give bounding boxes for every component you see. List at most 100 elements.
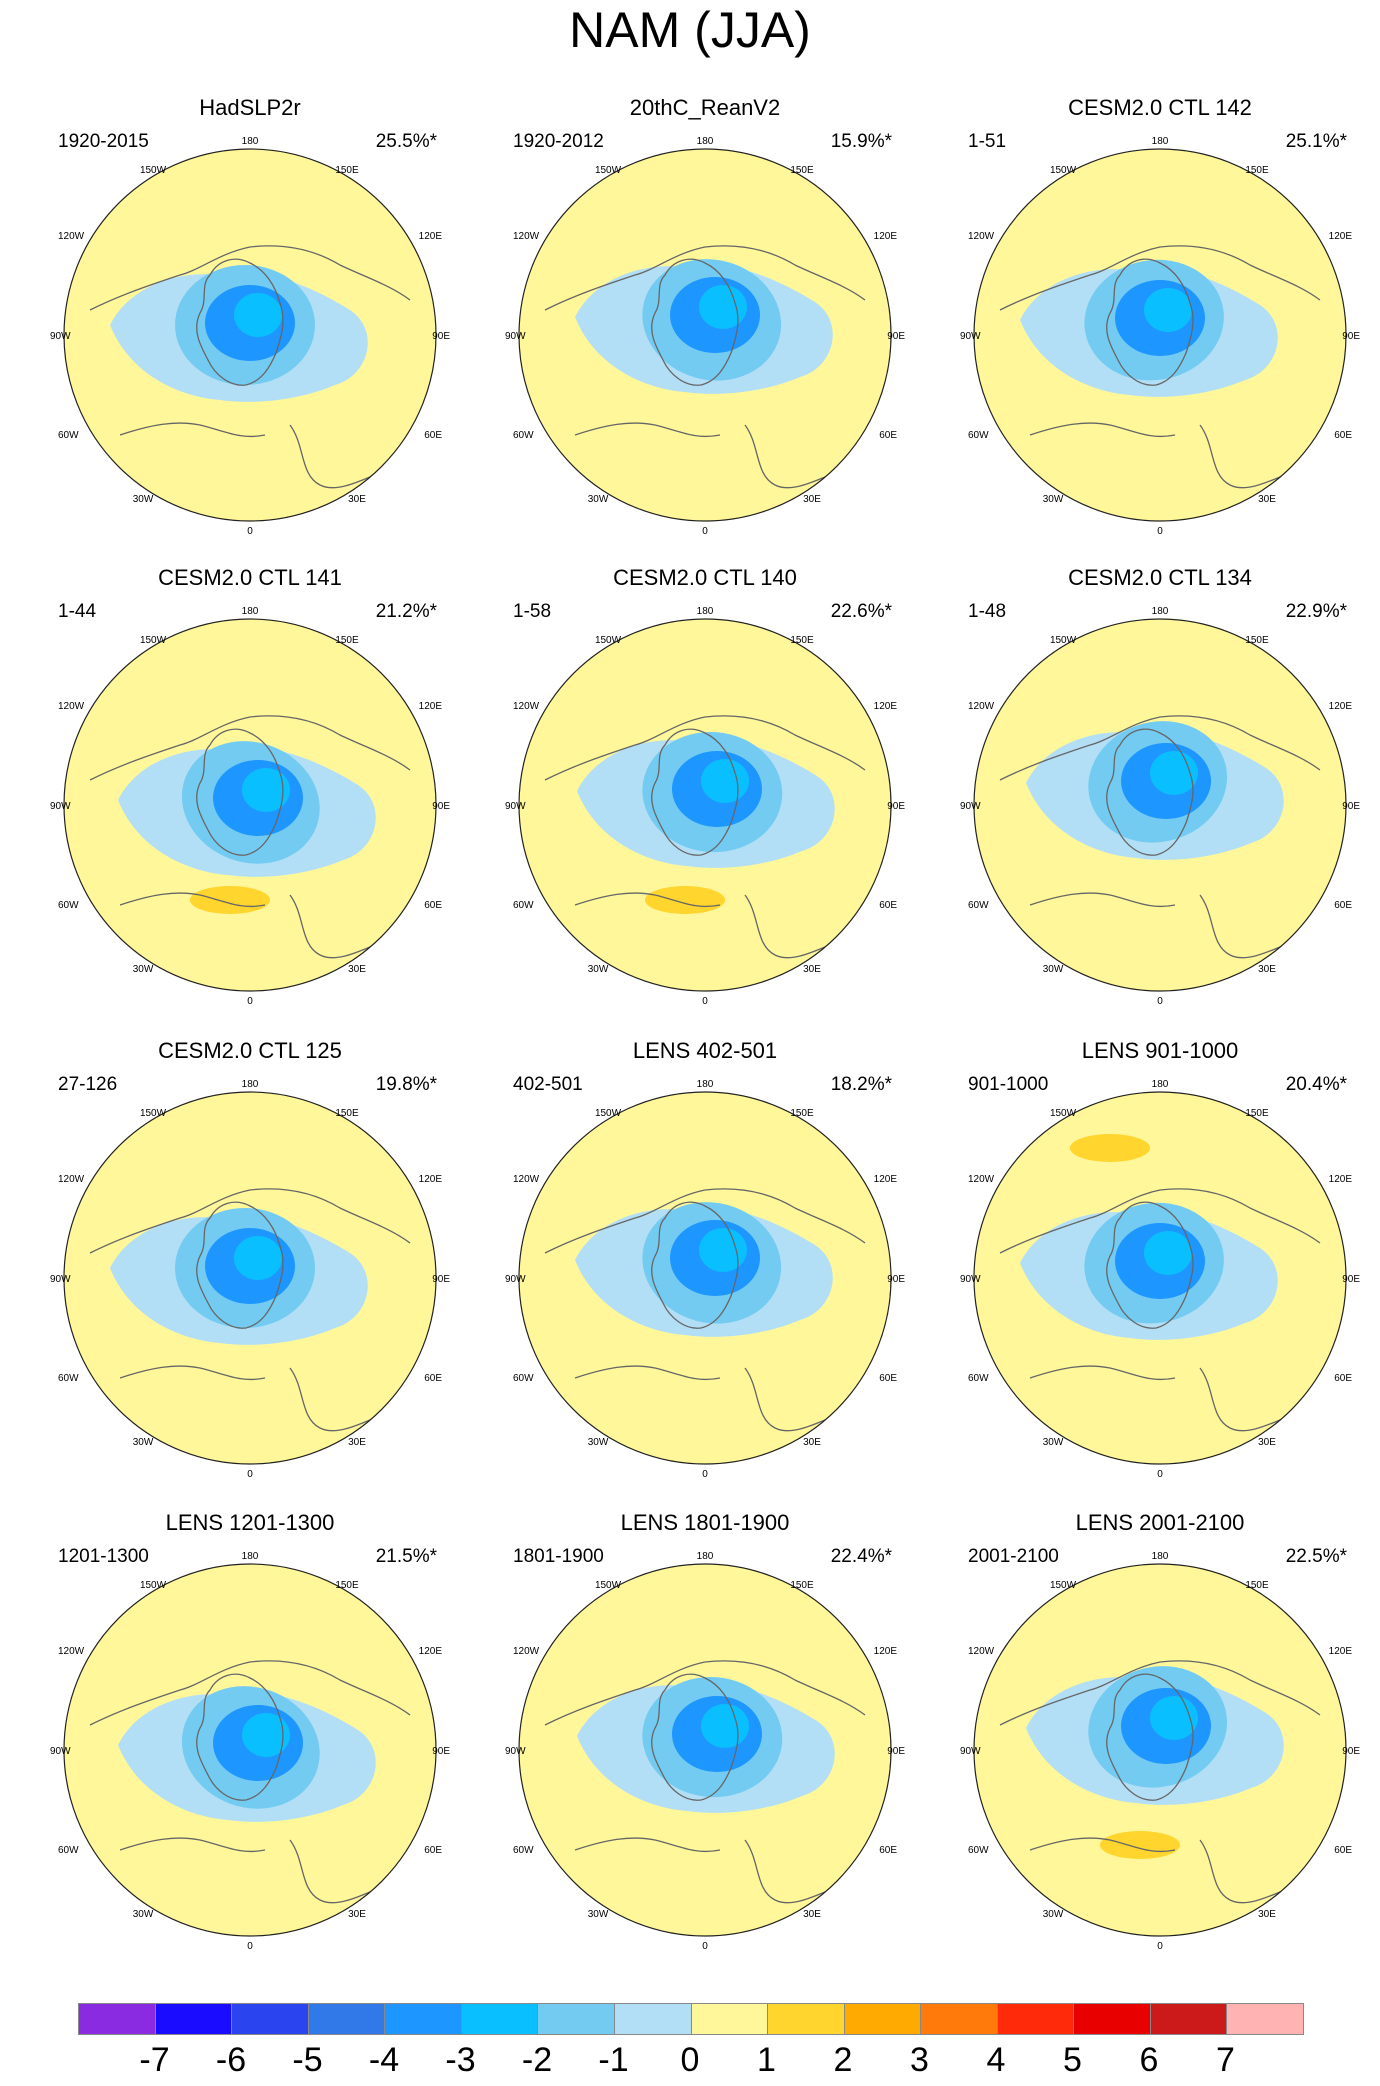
negative-anomaly-core bbox=[234, 1236, 282, 1280]
panel-variance: 21.2%* bbox=[375, 601, 437, 622]
lon-label-120w: 120W bbox=[513, 1174, 540, 1185]
panel-variance: 19.8%* bbox=[375, 1074, 437, 1095]
lon-label-150w: 150W bbox=[1050, 165, 1077, 176]
lon-label-30w: 30W bbox=[588, 1437, 609, 1448]
lon-label-0: 0 bbox=[702, 1941, 708, 1950]
lon-label-0: 0 bbox=[702, 1469, 708, 1478]
lon-label-0: 0 bbox=[247, 1941, 253, 1950]
polar-map: 180 0 90W 90E 150W 150E 120W 120E 60W 60… bbox=[960, 136, 1360, 535]
map-boundary bbox=[973, 618, 1347, 992]
coastline bbox=[651, 728, 739, 856]
map-panel: LENS 402-501 402-501 18.2%* 180 0 90W 90… bbox=[475, 1038, 935, 1508]
lon-label-60w: 60W bbox=[968, 1373, 989, 1384]
panel-variance: 22.6%* bbox=[830, 601, 892, 622]
negative-anomaly-core bbox=[242, 1713, 290, 1757]
lon-label-120e: 120E bbox=[874, 1646, 898, 1657]
colorbar-swatch bbox=[768, 2004, 845, 2034]
colorbar-swatch bbox=[538, 2004, 615, 2034]
lon-label-90w: 90W bbox=[505, 801, 526, 812]
polar-map: 180 0 90W 90E 150W 150E 120W 120E 60W 60… bbox=[505, 136, 905, 535]
lon-label-120e: 120E bbox=[874, 701, 898, 712]
negative-anomaly-core bbox=[1144, 1231, 1192, 1275]
panel-period: 1-44 bbox=[58, 601, 97, 622]
polar-map: 180 0 90W 90E 150W 150E 120W 120E 60W 60… bbox=[505, 1079, 905, 1478]
figure-title: NAM (JJA) bbox=[569, 2, 811, 58]
lon-label-150e: 150E bbox=[335, 165, 359, 176]
lon-label-0: 0 bbox=[247, 526, 253, 535]
lon-label-120e: 120E bbox=[874, 1174, 898, 1185]
negative-anomaly-core bbox=[1150, 751, 1198, 795]
lon-label-30e: 30E bbox=[1258, 964, 1276, 975]
panel-period: 1-58 bbox=[513, 601, 552, 622]
lon-label-60e: 60E bbox=[879, 430, 897, 441]
map-boundary bbox=[973, 1563, 1347, 1937]
lon-label-60e: 60E bbox=[1334, 1845, 1352, 1856]
map-panel: LENS 901-1000 901-1000 20.4%* 180 0 90W … bbox=[930, 1038, 1380, 1508]
lon-label-60e: 60E bbox=[424, 430, 442, 441]
lon-label-150w: 150W bbox=[140, 635, 167, 646]
lon-label-60e: 60E bbox=[424, 1373, 442, 1384]
lon-label-90e: 90E bbox=[1342, 331, 1360, 342]
lon-label-30w: 30W bbox=[588, 494, 609, 505]
polar-map: 180 0 90W 90E 150W 150E 120W 120E 60W 60… bbox=[505, 1551, 905, 1950]
lon-label-30w: 30W bbox=[1043, 494, 1064, 505]
colorbar-swatch bbox=[1227, 2004, 1303, 2034]
colorbar-swatch bbox=[691, 2004, 769, 2034]
lon-label-150e: 150E bbox=[790, 635, 814, 646]
map-panel: 20thC_ReanV2 1920-2012 15.9%* 180 0 90W … bbox=[475, 95, 935, 565]
polar-map: 180 0 90W 90E 150W 150E 120W 120E 60W 60… bbox=[50, 136, 450, 535]
lon-label-30e: 30E bbox=[803, 1437, 821, 1448]
map-panel: LENS 2001-2100 2001-2100 22.5%* 180 0 90… bbox=[930, 1510, 1380, 1980]
lon-label-180: 180 bbox=[697, 1551, 714, 1562]
map-boundary bbox=[973, 1091, 1347, 1465]
lon-label-30e: 30E bbox=[348, 964, 366, 975]
lon-label-60e: 60E bbox=[424, 1845, 442, 1856]
lon-label-120w: 120W bbox=[58, 1174, 85, 1185]
lon-label-90w: 90W bbox=[960, 1746, 981, 1757]
panel-period: 2001-2100 bbox=[968, 1546, 1059, 1567]
colorbar-label: -3 bbox=[445, 2041, 476, 2079]
lon-label-180: 180 bbox=[1152, 136, 1169, 147]
map-boundary bbox=[518, 1091, 892, 1465]
panel-variance: 22.5%* bbox=[1285, 1546, 1347, 1567]
map-panel: CESM2.0 CTL 134 1-48 22.9%* 180 0 90W 90… bbox=[930, 565, 1380, 1035]
lon-label-150w: 150W bbox=[1050, 1580, 1077, 1591]
lon-label-120e: 120E bbox=[1329, 1646, 1353, 1657]
lon-label-90e: 90E bbox=[1342, 801, 1360, 812]
lon-label-150w: 150W bbox=[595, 1580, 622, 1591]
lon-label-120w: 120W bbox=[513, 231, 540, 242]
lon-label-120e: 120E bbox=[419, 1646, 443, 1657]
coastline bbox=[196, 258, 284, 386]
colorbar-swatch bbox=[921, 2004, 998, 2034]
colorbar-label: 4 bbox=[986, 2041, 1006, 2079]
panel-period: 402-501 bbox=[513, 1074, 583, 1095]
panel-variance: 25.1%* bbox=[1285, 131, 1347, 152]
map-boundary bbox=[63, 148, 437, 522]
negative-anomaly-core bbox=[701, 759, 749, 803]
panel-title: LENS 2001-2100 bbox=[1075, 1510, 1245, 1535]
map-panel: CESM2.0 CTL 142 1-51 25.1%* 180 0 90W 90… bbox=[930, 95, 1380, 565]
map-boundary bbox=[518, 1563, 892, 1937]
lon-label-0: 0 bbox=[247, 1469, 253, 1478]
lon-label-90e: 90E bbox=[887, 1746, 905, 1757]
lon-label-0: 0 bbox=[702, 996, 708, 1005]
panel-period: 27-126 bbox=[58, 1074, 118, 1095]
lon-label-180: 180 bbox=[1152, 1079, 1169, 1090]
negative-anomaly-core bbox=[234, 293, 282, 337]
colorbar-label: 6 bbox=[1139, 2041, 1159, 2079]
lon-label-180: 180 bbox=[242, 136, 259, 147]
lon-label-60w: 60W bbox=[513, 1373, 534, 1384]
lon-label-120w: 120W bbox=[968, 1174, 995, 1185]
lon-label-150e: 150E bbox=[790, 1108, 814, 1119]
polar-map: 180 0 90W 90E 150W 150E 120W 120E 60W 60… bbox=[50, 606, 450, 1005]
panel-variance: 21.5%* bbox=[375, 1546, 437, 1567]
coastline bbox=[651, 258, 739, 386]
lon-label-90w: 90W bbox=[505, 1746, 526, 1757]
colorbar-label: -2 bbox=[521, 2041, 553, 2079]
lon-label-150w: 150W bbox=[1050, 1108, 1077, 1119]
lon-label-150e: 150E bbox=[335, 1580, 359, 1591]
lon-label-60e: 60E bbox=[1334, 430, 1352, 441]
colorbar-label: -1 bbox=[598, 2041, 629, 2079]
map-panel: CESM2.0 CTL 125 27-126 19.8%* 180 0 90W … bbox=[20, 1038, 480, 1508]
panel-variance: 18.2%* bbox=[830, 1074, 892, 1095]
